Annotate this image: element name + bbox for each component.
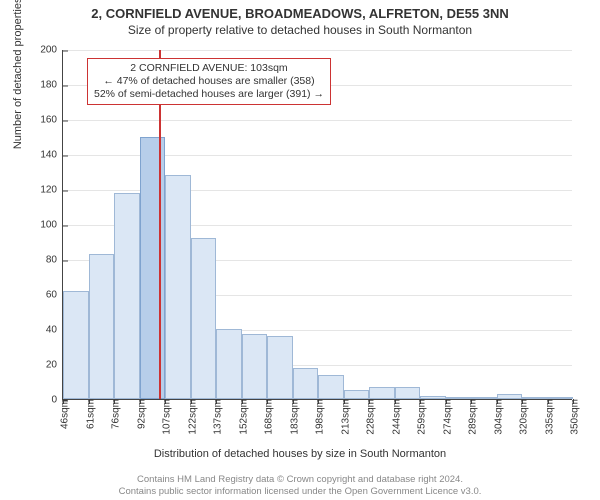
annotation-line3: 52% of semi-detached houses are larger (…: [94, 88, 324, 101]
x-tick-label: 304sqm: [489, 399, 504, 435]
plot-area: 02040608010012014016018020046sqm61sqm76s…: [62, 50, 572, 400]
y-axis-label: Number of detached properties: [12, 0, 24, 149]
x-tick-label: 46sqm: [56, 399, 71, 429]
histogram-bar: [114, 193, 140, 400]
annotation-line1: 2 CORNFIELD AVENUE: 103sqm: [94, 62, 324, 75]
y-tick-label: 60: [46, 290, 63, 301]
x-axis-label: Distribution of detached houses by size …: [0, 448, 600, 460]
gridline: [63, 120, 572, 121]
histogram-bar: [369, 387, 395, 399]
x-tick-label: 228sqm: [362, 399, 377, 435]
y-tick-label: 40: [46, 325, 63, 336]
x-tick-label: 107sqm: [158, 399, 173, 435]
x-tick-label: 168sqm: [260, 399, 275, 435]
histogram-bar: [165, 175, 191, 399]
histogram-bar: [395, 387, 421, 399]
histogram-bar: [318, 375, 344, 400]
annotation-line2: ← 47% of detached houses are smaller (35…: [94, 75, 324, 88]
histogram-bar: [216, 329, 242, 399]
footer-line1: Contains HM Land Registry data © Crown c…: [137, 474, 463, 485]
x-tick-label: 198sqm: [311, 399, 326, 435]
x-tick-label: 320sqm: [515, 399, 530, 435]
x-tick-label: 350sqm: [566, 399, 581, 435]
histogram-bar: [89, 254, 115, 399]
chart-container: 2, CORNFIELD AVENUE, BROADMEADOWS, ALFRE…: [0, 0, 600, 500]
y-tick-label: 200: [40, 45, 63, 56]
x-tick-label: 335sqm: [540, 399, 555, 435]
histogram-bar: [191, 238, 217, 399]
histogram-bar: [344, 390, 370, 399]
histogram-bar: [267, 336, 293, 399]
y-tick-label: 20: [46, 360, 63, 371]
x-tick-label: 183sqm: [285, 399, 300, 435]
x-tick-label: 274sqm: [438, 399, 453, 435]
histogram-bar: [63, 291, 89, 400]
x-tick-label: 76sqm: [107, 399, 122, 429]
x-tick-label: 137sqm: [209, 399, 224, 435]
y-tick-label: 120: [40, 185, 63, 196]
x-tick-label: 152sqm: [234, 399, 249, 435]
x-tick-label: 92sqm: [132, 399, 147, 429]
footer-attribution: Contains HM Land Registry data © Crown c…: [0, 474, 600, 498]
footer-line2: Contains public sector information licen…: [119, 486, 482, 497]
x-tick-label: 259sqm: [413, 399, 428, 435]
gridline: [63, 50, 572, 51]
histogram-bar: [293, 368, 319, 400]
y-tick-label: 160: [40, 115, 63, 126]
chart-title: 2, CORNFIELD AVENUE, BROADMEADOWS, ALFRE…: [0, 0, 600, 21]
chart-subtitle: Size of property relative to detached ho…: [0, 21, 600, 37]
y-tick-label: 140: [40, 150, 63, 161]
x-tick-label: 213sqm: [336, 399, 351, 435]
histogram-bar: [242, 334, 268, 399]
y-tick-label: 180: [40, 80, 63, 91]
x-tick-label: 289sqm: [464, 399, 479, 435]
x-tick-label: 122sqm: [183, 399, 198, 435]
x-tick-label: 244sqm: [387, 399, 402, 435]
y-tick-label: 80: [46, 255, 63, 266]
annotation-box: 2 CORNFIELD AVENUE: 103sqm← 47% of detac…: [87, 58, 331, 105]
y-tick-label: 100: [40, 220, 63, 231]
x-tick-label: 61sqm: [81, 399, 96, 429]
